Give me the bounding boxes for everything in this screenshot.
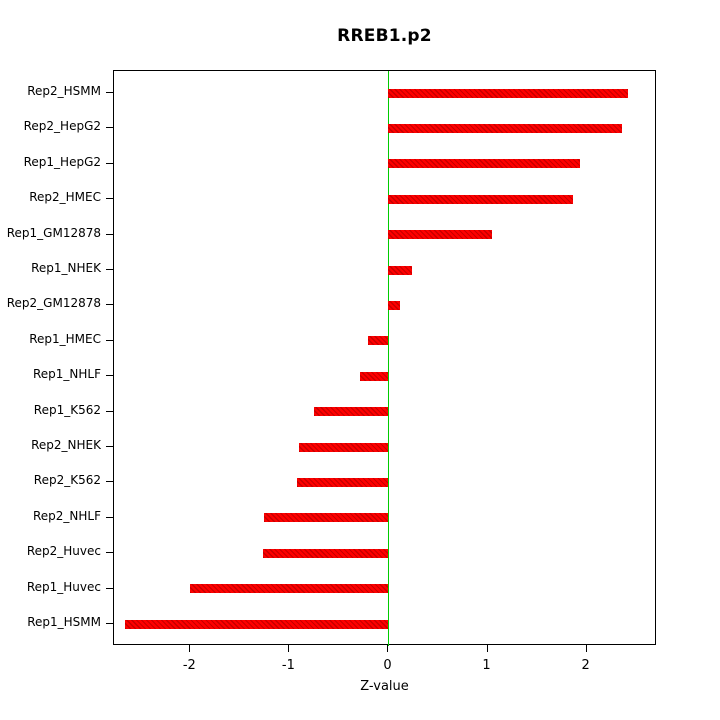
y-tick — [106, 410, 113, 412]
x-tick — [288, 645, 290, 652]
x-tick-label: 2 — [581, 658, 590, 673]
y-tick — [106, 127, 113, 129]
y-tick-label: Rep1_HepG2 — [23, 154, 101, 169]
chart-title: RREB1.p2 — [337, 26, 432, 46]
y-tick — [106, 304, 113, 306]
y-tick-label: Rep1_NHEK — [31, 261, 101, 275]
y-tick — [106, 92, 113, 93]
x-tick-label: 0 — [383, 658, 392, 673]
y-tick-label: Rep2_Huvec — [26, 544, 101, 559]
x-tick-label: -1 — [281, 658, 295, 673]
bar-Rep2_HMEC — [388, 194, 573, 204]
bar-Rep2_NHLF — [263, 513, 389, 523]
x-tick — [189, 645, 191, 652]
bar-Rep1_NHLF — [359, 371, 389, 381]
y-tick — [106, 623, 113, 624]
x-tick-label: 1 — [482, 658, 491, 673]
y-tick-label: Rep2_K562 — [33, 473, 101, 488]
bar-Rep1_HMEC — [367, 336, 389, 346]
zero-line — [387, 71, 389, 646]
bar-Rep2_HepG2 — [388, 123, 623, 133]
y-tick-label: Rep1_K562 — [33, 402, 101, 417]
bar-Rep1_NHEK — [388, 265, 413, 275]
y-tick-label: Rep1_HSMM — [27, 615, 101, 629]
y-tick — [106, 552, 113, 554]
y-tick-label: Rep2_HMEC — [29, 190, 101, 205]
x-tick — [387, 645, 389, 652]
bar-Rep1_GM12878 — [388, 230, 492, 240]
bar-Rep1_HepG2 — [388, 159, 580, 169]
bar-Rep1_HSMM — [124, 619, 389, 629]
x-tick — [585, 645, 587, 652]
y-tick — [106, 198, 113, 200]
y-tick — [106, 516, 113, 518]
y-tick-label: Rep2_GM12878 — [6, 296, 101, 311]
bar-Rep2_K562 — [297, 477, 389, 487]
bar-Rep2_GM12878 — [388, 300, 401, 310]
plot-area — [113, 70, 656, 646]
y-tick — [106, 587, 113, 589]
bar-Rep2_NHEK — [299, 442, 389, 452]
y-tick-label: Rep1_GM12878 — [6, 225, 101, 240]
bar-Rep2_Huvec — [262, 548, 389, 558]
y-tick — [106, 375, 113, 377]
x-tick — [486, 645, 488, 652]
x-tick-label: -2 — [182, 658, 196, 673]
y-tick-label: Rep2_NHLF — [32, 508, 101, 523]
y-tick-label: Rep1_HMEC — [29, 331, 101, 346]
y-tick-label: Rep2_HepG2 — [23, 119, 101, 134]
y-tick — [106, 339, 113, 341]
y-tick-label: Rep2_NHEK — [31, 438, 101, 452]
bar-Rep1_K562 — [314, 407, 389, 417]
y-tick-label: Rep2_HSMM — [27, 84, 101, 98]
y-tick — [106, 481, 113, 483]
x-axis-title: Z-value — [360, 679, 409, 694]
bar-Rep2_HSMM — [388, 88, 629, 98]
bar-Rep1_Huvec — [190, 584, 389, 594]
y-tick-label: Rep1_NHLF — [32, 367, 101, 382]
y-tick — [106, 233, 113, 235]
y-tick-label: Rep1_Huvec — [26, 579, 101, 594]
y-tick — [106, 446, 113, 447]
y-tick — [106, 162, 113, 164]
y-tick — [106, 269, 113, 270]
